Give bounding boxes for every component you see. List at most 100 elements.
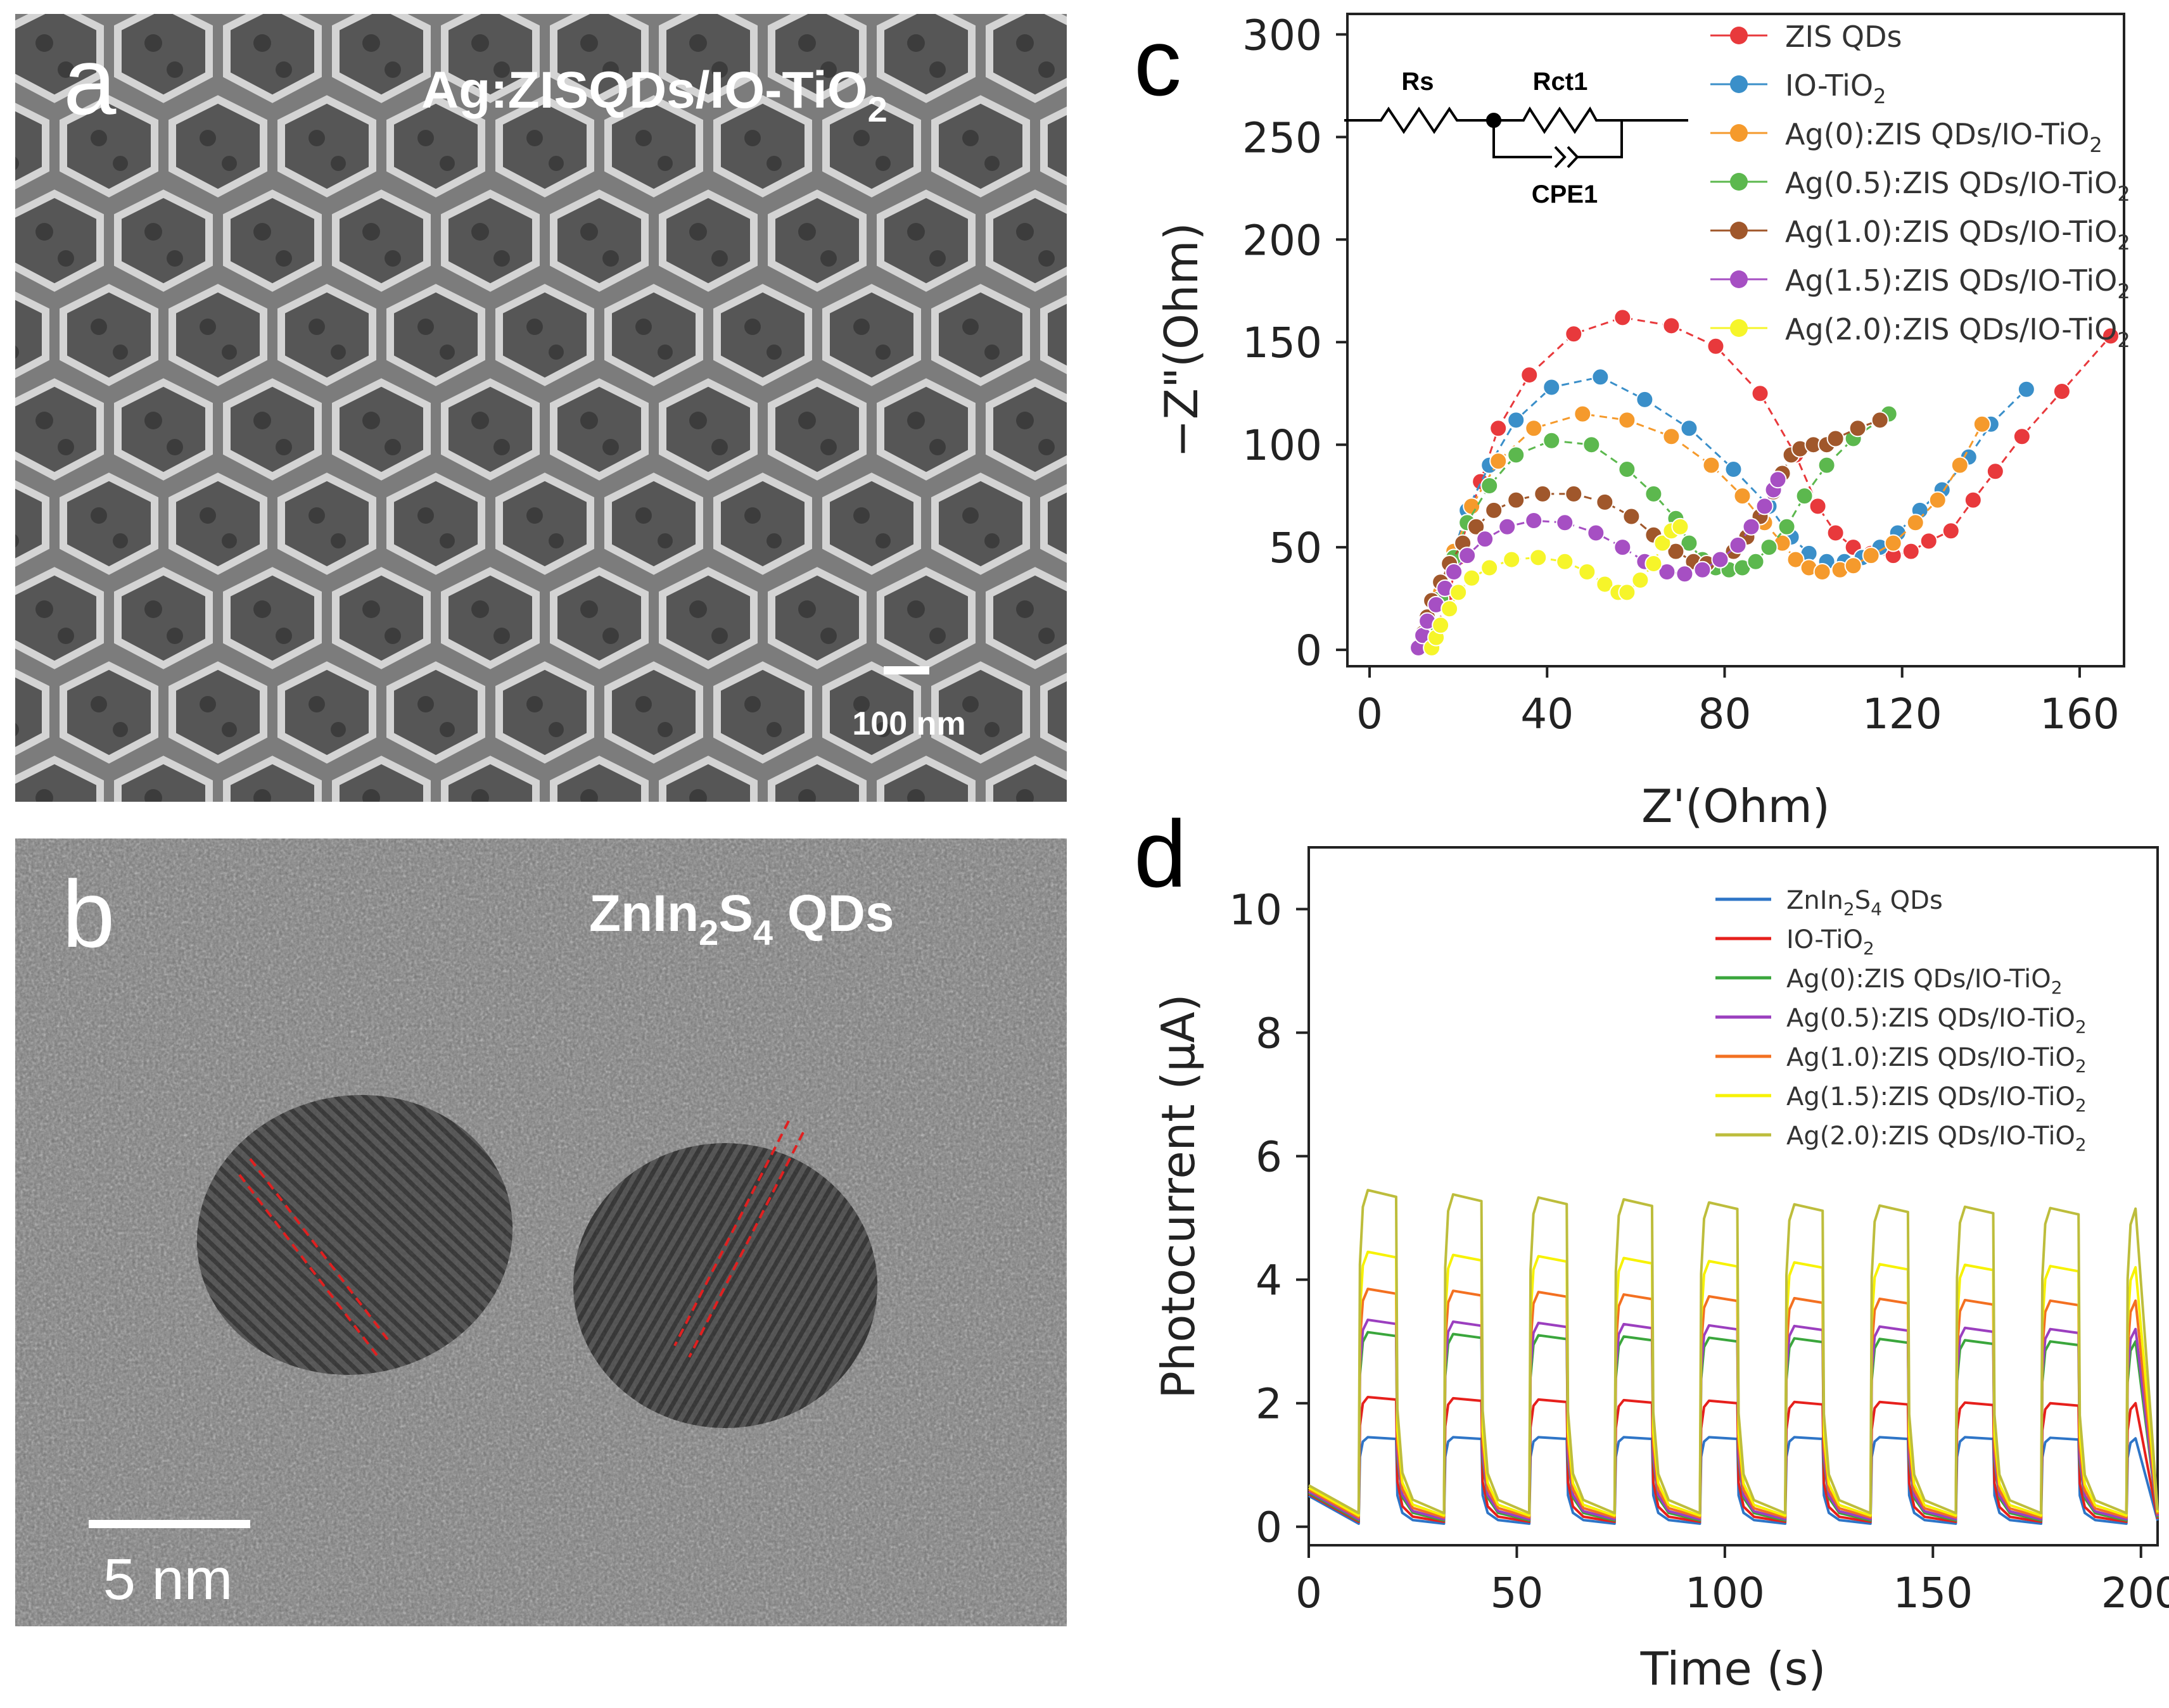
legend-marker	[1730, 270, 1748, 288]
chart-c-frame	[1346, 13, 2125, 667]
y-tick-label: 0	[1256, 1503, 1282, 1552]
x-tick-label: 200	[2101, 1569, 2169, 1617]
data-point	[1862, 547, 1880, 565]
panel-d-letter: d	[1134, 800, 1186, 907]
data-point	[1480, 559, 1499, 577]
data-point	[1622, 507, 1641, 526]
data-point	[1769, 471, 1787, 489]
quantum-dot-right	[573, 1143, 877, 1428]
data-point	[1786, 550, 1805, 569]
legend-label: Ag(1.5):ZIS QDs/IO-TiO2	[1786, 1082, 2087, 1116]
data-point	[1565, 484, 1583, 503]
y-tick-label: 0	[1295, 626, 1322, 675]
panel-b-letter: b	[62, 861, 115, 967]
x-tick-label: 160	[2040, 690, 2120, 738]
y-tick-label: 300	[1242, 11, 1322, 60]
data-point	[1613, 308, 1632, 327]
x-tick-label: 80	[1698, 690, 1751, 738]
data-point	[1813, 563, 1831, 581]
series-line-5	[1308, 1250, 2159, 1517]
data-point	[1644, 484, 1663, 503]
data-point	[1848, 419, 1867, 438]
panel-c: c 0 40 80 120 160 0 50 100 150 200 250 300 Z'(Ohm) −Z…	[1134, 9, 2130, 833]
data-point	[2013, 427, 2031, 446]
data-point	[1644, 555, 1663, 573]
legend-marker	[1730, 75, 1748, 93]
scale-bar-a	[884, 666, 929, 674]
data-point	[1676, 565, 1694, 583]
data-point	[1542, 431, 1561, 450]
legend-label: Ag(0):ZIS QDs/IO-TiO2	[1785, 117, 2102, 157]
legend-label: Ag(1.5):ZIS QDs/IO-TiO2	[1785, 263, 2130, 303]
x-tick-label: 40	[1520, 690, 1574, 738]
data-point	[1817, 456, 1836, 474]
data-point	[1795, 487, 1814, 505]
x-axis-label: Time (s)	[1640, 1642, 1826, 1695]
legend-label: IO-TiO2	[1786, 925, 1874, 959]
legend-label: IO-TiO2	[1785, 68, 1886, 108]
legend-marker	[1730, 27, 1748, 44]
legend-marker	[1730, 124, 1748, 142]
panel-a: a Ag:ZISQDs/IO-TiO2 100 nm	[15, 14, 1067, 802]
data-point	[1587, 524, 1605, 542]
panel-a-letter: a	[63, 28, 117, 134]
y-axis-label: Photocurrent (μA)	[1152, 994, 1205, 1398]
data-point	[1467, 517, 1485, 536]
y-tick-label: 4	[1256, 1256, 1282, 1305]
series-1	[1414, 368, 2035, 655]
chart-c-legend: ZIS QDs IO-TiO2 Ag(0):ZIS QDs/IO-TiO2 Ag(0.…	[1710, 20, 2130, 352]
data-point	[1596, 493, 1614, 511]
panel-b: b ZnIn2S4 QDs 5 nm	[15, 838, 1067, 1626]
x-tick-label: 0	[1295, 1569, 1322, 1617]
data-point	[1591, 368, 1610, 386]
legend-marker	[1730, 173, 1748, 191]
data-point	[1476, 530, 1494, 548]
data-point	[1667, 542, 1685, 560]
panel-b-label: ZnIn2S4 QDs	[589, 885, 894, 952]
data-point	[1950, 456, 1969, 474]
series-5	[1409, 471, 1787, 657]
data-point	[1653, 534, 1672, 552]
y-tick-label: 250	[1242, 113, 1322, 162]
data-point	[1662, 317, 1681, 335]
data-point	[1596, 575, 1614, 593]
data-point	[1449, 583, 1468, 602]
data-point	[1529, 548, 1548, 567]
data-point	[1942, 522, 1960, 540]
data-point	[1671, 517, 1689, 536]
equivalent-circuit	[1344, 106, 1688, 168]
legend-marker	[1730, 319, 1748, 337]
data-point	[1884, 534, 1902, 552]
legend-label: Ag(1.0):ZIS QDs/IO-TiO2	[1786, 1043, 2087, 1077]
panel-a-label: Ag:ZISQDs/IO-TiO2	[421, 61, 887, 129]
chart-d-legend: ZnIn2S4 QDs IO-TiO2 Ag(0):ZIS QDs/IO-TiO2 A…	[1715, 886, 2087, 1155]
x-axis-label: Z'(Ohm)	[1641, 780, 1830, 833]
data-point	[1542, 378, 1561, 396]
data-point	[1702, 456, 1721, 474]
data-point	[1636, 390, 1654, 408]
chart-d-frame	[1307, 846, 2159, 1547]
data-point	[1565, 325, 1583, 343]
data-point	[1631, 571, 1650, 589]
data-point	[1760, 538, 1778, 557]
data-point	[1525, 419, 1543, 438]
y-tick-label: 6	[1256, 1133, 1282, 1182]
circuit-rct1-label: Rct1	[1533, 68, 1588, 96]
y-tick-label: 8	[1256, 1009, 1282, 1058]
data-point	[1724, 460, 1743, 479]
data-point	[1906, 514, 1924, 532]
data-point	[1503, 550, 1521, 569]
data-point	[1826, 429, 1845, 448]
data-point	[1680, 419, 1698, 438]
data-point	[1489, 419, 1508, 438]
data-point	[1582, 436, 1601, 454]
data-point	[1556, 552, 1574, 571]
data-point	[1578, 563, 1596, 581]
y-tick-label: 10	[1229, 886, 1282, 935]
series-line-3	[1308, 1319, 2159, 1521]
scale-bar-b-label: 5 nm	[103, 1547, 233, 1612]
data-point	[1778, 517, 1796, 536]
series-0	[1418, 308, 2120, 655]
data-point	[1485, 501, 1503, 519]
data-point	[2017, 380, 2035, 398]
